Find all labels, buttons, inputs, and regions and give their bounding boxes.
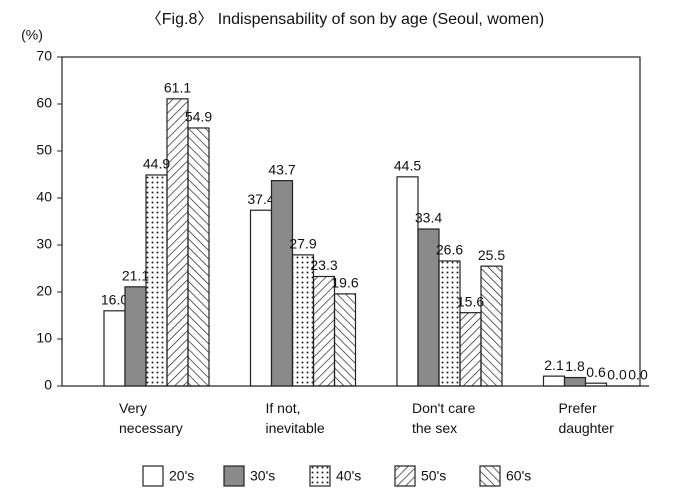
data-label: 16.0 <box>101 292 128 308</box>
y-tick-label: 40 <box>36 189 52 205</box>
legend-swatch <box>223 465 245 487</box>
legend-swatch <box>142 465 164 487</box>
y-tick-label: 0 <box>44 377 52 393</box>
y-tick-label: 20 <box>36 283 52 299</box>
bar <box>396 176 419 387</box>
bar <box>145 174 168 387</box>
data-label: 0.0 <box>607 367 627 383</box>
bar <box>166 98 189 387</box>
data-label: 37.4 <box>247 191 274 207</box>
bar <box>270 180 294 387</box>
data-label: 0.0 <box>628 367 648 383</box>
bar <box>312 275 336 387</box>
bar <box>584 382 608 387</box>
x-tick-label: Don't care the sex <box>412 400 476 436</box>
data-label: 2.1 <box>544 357 564 373</box>
y-tick-label: 30 <box>36 236 52 252</box>
bar <box>291 254 315 387</box>
y-tick-label: 50 <box>36 142 52 158</box>
bar <box>124 286 147 387</box>
bar <box>563 376 587 387</box>
y-tick-label: 10 <box>36 330 52 346</box>
y-tick-label: 60 <box>36 95 52 111</box>
data-label: 26.6 <box>436 242 463 258</box>
y-tick-label: 70 <box>36 48 52 64</box>
data-label: 27.9 <box>289 236 316 252</box>
data-label: 43.7 <box>268 161 295 177</box>
data-label: 44.9 <box>143 156 170 172</box>
legend-label: 50's <box>421 468 446 484</box>
legend-swatch <box>479 465 501 487</box>
y-axis-label: (%) <box>21 27 43 43</box>
bar <box>249 209 273 387</box>
bar <box>187 127 210 387</box>
bar <box>333 293 357 387</box>
data-label: 33.4 <box>415 210 442 226</box>
bar <box>459 312 482 387</box>
data-label: 23.3 <box>310 257 337 273</box>
data-label: 0.6 <box>586 364 606 380</box>
x-tick-label: If not, inevitable <box>265 400 325 436</box>
legend-label: 40's <box>336 468 361 484</box>
data-label: 19.6 <box>331 275 358 291</box>
x-tick-label: Prefer daughter <box>558 400 614 436</box>
bar <box>542 375 566 387</box>
data-label: 61.1 <box>164 80 191 96</box>
data-label: 25.5 <box>478 247 505 263</box>
data-label: 54.9 <box>185 109 212 125</box>
data-label: 1.8 <box>565 358 585 374</box>
legend-swatch <box>309 465 331 487</box>
data-label: 44.5 <box>394 158 421 174</box>
legend-label: 30's <box>250 468 275 484</box>
data-label: 15.6 <box>457 293 484 309</box>
chart-title: 〈Fig.8〉 Indispensability of son by age (… <box>146 11 544 28</box>
bar <box>480 265 503 387</box>
x-tick-label: Very necessary <box>119 400 183 436</box>
legend-label: 60's <box>506 468 531 484</box>
data-label: 21.1 <box>122 268 149 284</box>
bar <box>103 310 126 387</box>
legend-swatch <box>394 465 416 487</box>
legend-label: 20's <box>169 468 194 484</box>
bar <box>438 260 461 387</box>
